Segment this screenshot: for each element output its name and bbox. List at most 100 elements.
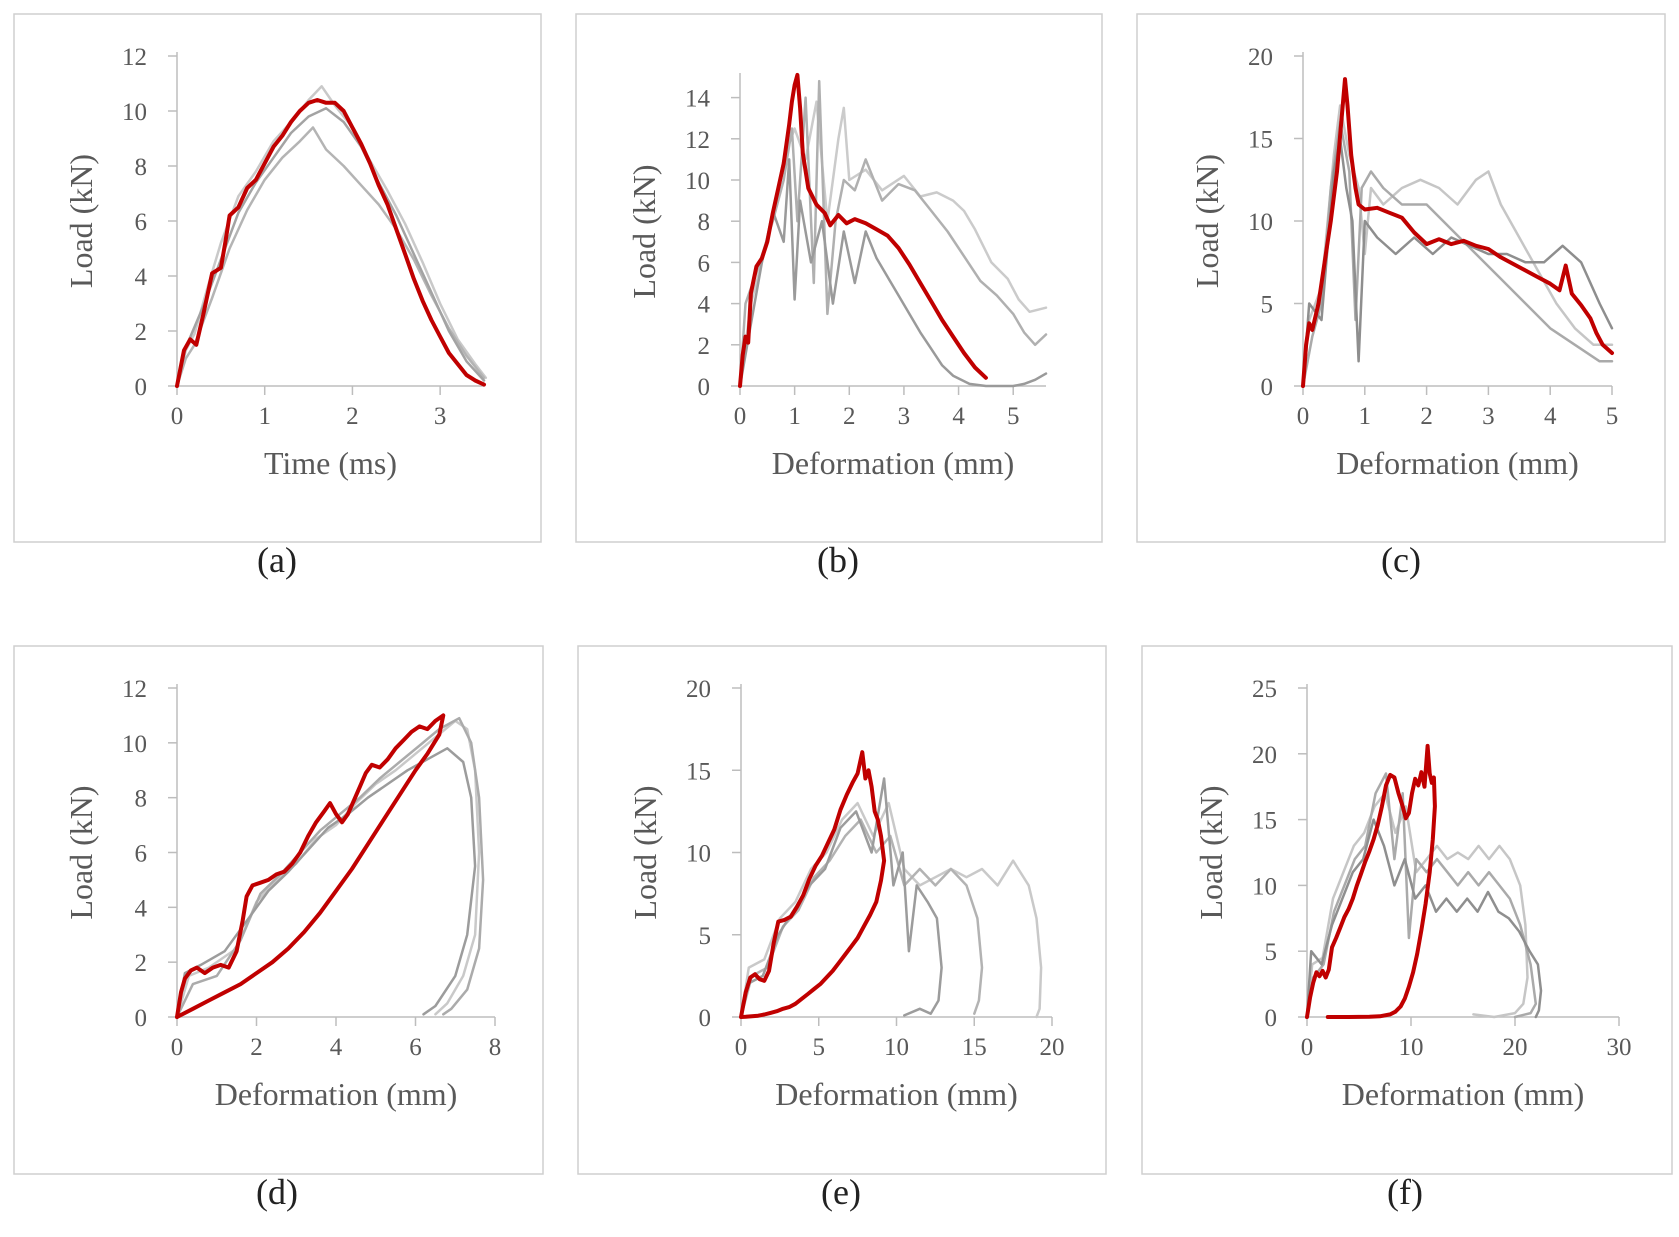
y-tick-label: 2 [135, 950, 148, 977]
y-axis-title: Load (kN) [626, 164, 662, 298]
y-tick-label: 12 [122, 44, 147, 71]
x-tick-label: 2 [1420, 403, 1433, 430]
x-tick-label: 1 [1359, 403, 1372, 430]
x-tick-label: 5 [1007, 403, 1020, 430]
x-tick-label: 10 [884, 1034, 909, 1061]
x-tick-label: 3 [1482, 403, 1495, 430]
x-tick-label: 2 [843, 403, 856, 430]
y-tick-label: 10 [685, 168, 710, 195]
y-tick-label: 0 [698, 374, 711, 401]
x-tick-label: 1 [788, 403, 801, 430]
x-tick-label: 2 [346, 403, 359, 430]
x-tick-label: 8 [489, 1034, 502, 1061]
x-tick-label: 30 [1607, 1034, 1632, 1061]
y-tick-label: 0 [135, 1005, 148, 1032]
x-axis-title: Deformation (mm) [1336, 445, 1579, 481]
y-tick-label: 2 [698, 333, 711, 360]
x-axis-title: Time (ms) [264, 445, 397, 481]
panel-frame [1136, 13, 1666, 543]
y-tick-label: 0 [1261, 374, 1274, 401]
panel-d: 0 2 4 6 8 10 12 0 2 4 6 8 Deformation (mm) Load (kN) (… [13, 645, 544, 1212]
panel-caption: (a) [257, 540, 297, 580]
x-axis-title: Deformation (mm) [215, 1076, 458, 1112]
series-line [1305, 818, 1543, 1019]
panel-caption: (d) [256, 1172, 298, 1212]
y-axis-title: Load (kN) [63, 154, 99, 288]
y-tick-label: 4 [135, 895, 148, 922]
y-tick-label: 4 [135, 264, 148, 291]
x-tick-label: 0 [171, 403, 184, 430]
y-tick-label: 4 [698, 292, 711, 319]
x-tick-label: 15 [962, 1034, 987, 1061]
y-tick-label: 8 [698, 209, 711, 236]
x-tick-label: 5 [813, 1034, 826, 1061]
x-tick-label: 4 [330, 1034, 343, 1061]
x-tick-label: 0 [1301, 1034, 1314, 1061]
panel-e: 0 5 10 15 20 0 5 10 15 20 Deformation (mm) Load (kN… [577, 645, 1107, 1212]
y-tick-label: 5 [1265, 939, 1278, 966]
y-tick-label: 15 [1252, 808, 1277, 835]
panel-frame [575, 13, 1103, 543]
y-tick-label: 8 [135, 786, 148, 813]
y-axis-title: Load (kN) [627, 785, 663, 919]
series-line [175, 126, 486, 388]
y-tick-label: 6 [698, 250, 711, 277]
y-tick-label: 20 [1248, 44, 1273, 71]
series-line [739, 777, 943, 1019]
x-tick-label: 0 [735, 1034, 748, 1061]
y-tick-label: 6 [135, 841, 148, 868]
panel-caption: (f) [1387, 1172, 1423, 1212]
y-tick-label: 10 [122, 99, 147, 126]
series-line [175, 747, 477, 1019]
series-line-highlight [175, 98, 486, 388]
panel-caption: (e) [821, 1172, 861, 1212]
y-tick-label: 10 [122, 731, 147, 758]
x-tick-label: 3 [898, 403, 911, 430]
x-tick-label: 0 [734, 403, 747, 430]
y-axis-title: Load (kN) [1189, 154, 1225, 288]
series-line-highlight [1305, 743, 1437, 1019]
y-tick-label: 20 [1252, 742, 1277, 769]
panel-f: 0 5 10 15 20 25 0 10 20 30 Deformation (mm) Load (k… [1141, 645, 1673, 1212]
y-tick-label: 20 [686, 676, 711, 703]
x-axis-title: Deformation (mm) [1342, 1076, 1585, 1112]
y-tick-label: 0 [699, 1005, 712, 1032]
y-tick-label: 14 [685, 86, 711, 113]
y-tick-label: 12 [122, 676, 147, 703]
y-tick-label: 12 [685, 127, 710, 154]
y-tick-label: 5 [1261, 292, 1274, 319]
series-line-highlight [739, 750, 887, 1019]
y-tick-label: 15 [686, 758, 711, 785]
y-tick-label: 2 [135, 319, 148, 346]
y-tick-label: 6 [135, 209, 148, 236]
x-tick-label: 3 [434, 403, 447, 430]
series-line [738, 79, 1048, 388]
y-tick-label: 0 [1265, 1005, 1278, 1032]
y-tick-label: 5 [699, 923, 712, 950]
x-tick-label: 5 [1606, 403, 1619, 430]
y-axis-title: Load (kN) [1193, 785, 1229, 919]
y-tick-label: 15 [1248, 127, 1273, 154]
panel-frame [13, 645, 544, 1175]
series-line-highlight [738, 72, 988, 388]
panel-frame [577, 645, 1107, 1175]
y-tick-label: 10 [1248, 209, 1273, 236]
x-axis-title: Deformation (mm) [775, 1076, 1018, 1112]
x-tick-label: 4 [1544, 403, 1557, 430]
panel-c: 0 5 10 15 20 0 1 2 3 4 5 Deformation (mm) Load (kN) (… [1136, 13, 1666, 580]
series-line-highlight [1301, 77, 1614, 388]
y-tick-label: 8 [135, 154, 148, 181]
x-tick-label: 10 [1399, 1034, 1424, 1061]
panel-caption: (c) [1381, 540, 1421, 580]
x-tick-label: 2 [250, 1034, 263, 1061]
x-axis-title: Deformation (mm) [772, 445, 1015, 481]
x-tick-label: 20 [1503, 1034, 1528, 1061]
x-tick-label: 20 [1040, 1034, 1065, 1061]
x-tick-label: 4 [952, 403, 965, 430]
panel-frame [13, 13, 542, 543]
y-axis-title: Load (kN) [63, 785, 99, 919]
x-tick-label: 0 [171, 1034, 184, 1061]
x-tick-label: 0 [1297, 403, 1310, 430]
